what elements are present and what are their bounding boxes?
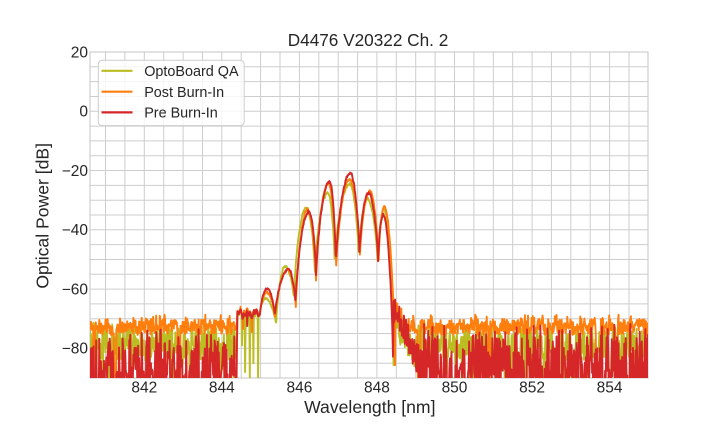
svg-text:Pre Burn-In: Pre Burn-In [144, 106, 218, 122]
svg-text:20: 20 [71, 44, 89, 61]
svg-text:−20: −20 [62, 163, 89, 180]
svg-text:852: 852 [519, 379, 545, 396]
svg-text:−60: −60 [62, 281, 89, 298]
svg-text:−80: −80 [62, 341, 89, 358]
svg-text:−40: −40 [62, 222, 89, 239]
svg-text:844: 844 [209, 379, 235, 396]
svg-text:0: 0 [79, 104, 88, 121]
svg-text:Wavelength [nm]: Wavelength [nm] [304, 397, 435, 417]
svg-text:846: 846 [286, 379, 312, 396]
svg-text:Optical Power [dB]: Optical Power [dB] [33, 143, 53, 289]
svg-text:842: 842 [131, 379, 157, 396]
svg-text:850: 850 [442, 379, 468, 396]
svg-text:Post Burn-In: Post Burn-In [144, 85, 224, 101]
svg-text:OptoBoard QA: OptoBoard QA [144, 64, 239, 80]
svg-text:854: 854 [597, 379, 623, 396]
svg-text:848: 848 [364, 379, 390, 396]
svg-text:D4476 V20322 Ch. 2: D4476 V20322 Ch. 2 [288, 30, 449, 50]
